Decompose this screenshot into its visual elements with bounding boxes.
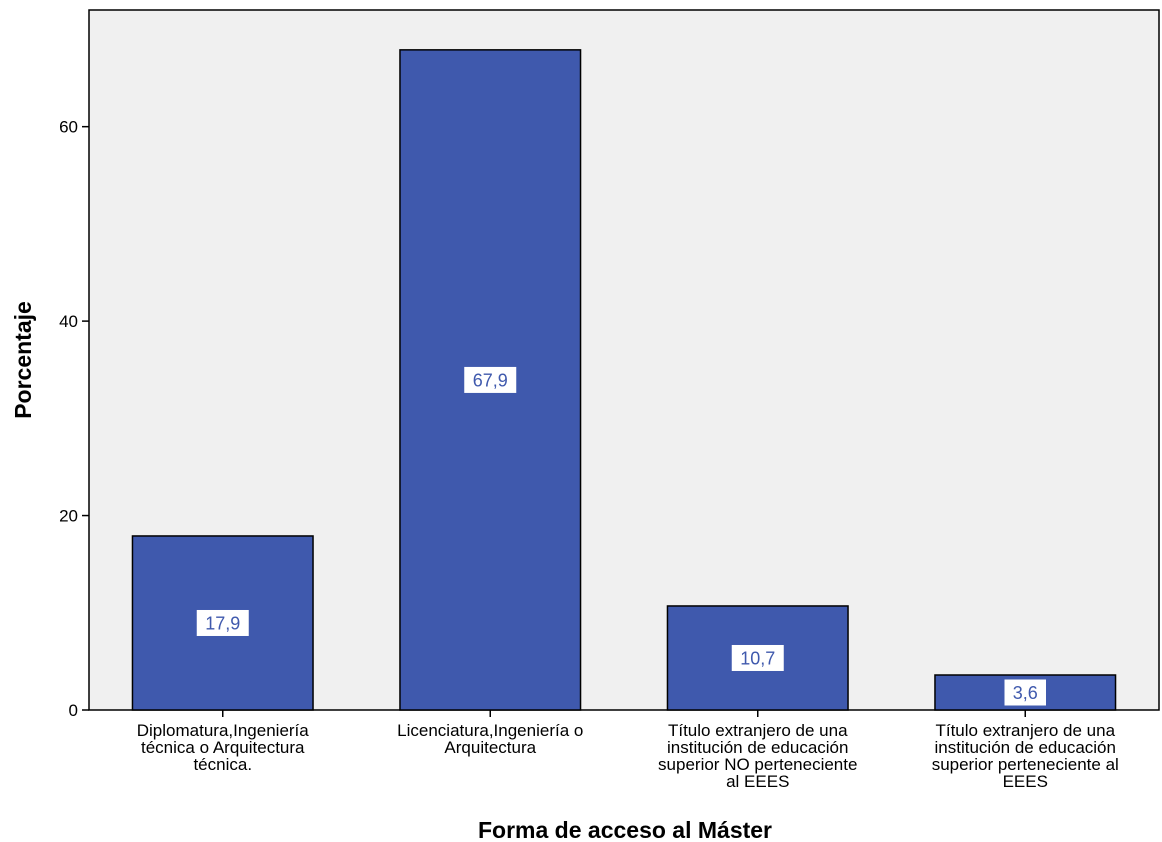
data-label-box — [1004, 679, 1046, 706]
data-label: 3,6 — [1013, 683, 1038, 703]
data-labels-group: 17,9 67,9 10,7 3,6 — [196, 366, 1046, 706]
y-axis: 0 20 40 60 — [59, 118, 89, 720]
x-category-label: Diplomatura,Ingeniería técnica o Arquitec… — [137, 721, 310, 774]
data-label-box — [731, 644, 784, 671]
x-category-label: Licenciatura,Ingeniería o Arquitectura — [397, 721, 583, 757]
x-axis: Diplomatura,Ingeniería técnica o Arquitec… — [137, 710, 1119, 791]
data-label: 10,7 — [740, 648, 775, 668]
y-axis-title: Porcentaje — [10, 301, 36, 419]
x-axis-title: Forma de acceso al Máster — [478, 817, 772, 842]
data-label: 17,9 — [205, 613, 240, 633]
data-label-box — [464, 366, 517, 393]
y-tick-label: 60 — [59, 118, 78, 137]
x-category-label: Título extranjero de una institución de e… — [932, 721, 1119, 791]
y-tick-label: 40 — [59, 312, 78, 331]
data-label: 67,9 — [473, 370, 508, 390]
y-tick-label: 0 — [69, 701, 78, 720]
y-tick-label: 20 — [59, 507, 78, 526]
data-label-box — [196, 609, 249, 636]
x-category-label: Título extranjero de una institución de e… — [658, 721, 857, 791]
